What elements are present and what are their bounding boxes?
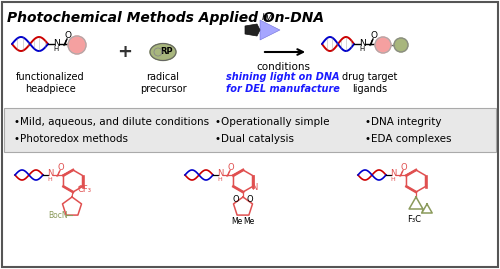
Text: O: O [58, 162, 64, 172]
Text: H: H [218, 177, 222, 182]
Text: CF₃: CF₃ [77, 186, 91, 194]
Text: •Mild, aqueous, and dilute conditions: •Mild, aqueous, and dilute conditions [14, 117, 209, 127]
Text: O: O [64, 30, 71, 40]
Text: N: N [358, 38, 366, 48]
Text: O: O [370, 30, 378, 40]
Text: N: N [217, 169, 223, 179]
Text: •Dual catalysis: •Dual catalysis [215, 134, 294, 144]
Text: F₃C: F₃C [407, 214, 421, 224]
Text: +: + [118, 43, 132, 61]
Text: O: O [400, 162, 407, 172]
Text: Photochemical Methods Applied On-DNA: Photochemical Methods Applied On-DNA [7, 11, 324, 25]
Text: Me: Me [232, 217, 242, 225]
Circle shape [394, 38, 408, 52]
Text: functionalized
headpiece: functionalized headpiece [16, 72, 84, 94]
Text: Me: Me [244, 217, 254, 225]
Text: N: N [52, 38, 60, 48]
Text: hv: hv [262, 13, 272, 23]
Text: O: O [246, 196, 254, 204]
Text: conditions: conditions [256, 62, 310, 72]
Polygon shape [260, 20, 280, 40]
Text: drug target
ligands: drug target ligands [342, 72, 398, 94]
Text: RP: RP [160, 48, 173, 56]
Text: O: O [232, 196, 239, 204]
Text: H: H [54, 46, 59, 52]
Text: O: O [228, 162, 234, 172]
Polygon shape [245, 24, 260, 36]
Text: N: N [252, 183, 258, 192]
Text: radical
precursor: radical precursor [140, 72, 186, 94]
FancyBboxPatch shape [4, 108, 496, 152]
Text: N: N [390, 169, 396, 179]
Ellipse shape [150, 44, 176, 61]
Circle shape [375, 37, 391, 53]
Text: N: N [47, 169, 53, 179]
Text: •Photoredox methods: •Photoredox methods [14, 134, 128, 144]
Text: H: H [390, 177, 396, 182]
Circle shape [68, 36, 86, 54]
Text: •EDA complexes: •EDA complexes [365, 134, 452, 144]
Text: •DNA integrity: •DNA integrity [365, 117, 442, 127]
Text: BocN: BocN [48, 211, 68, 220]
Text: •Operationally simple: •Operationally simple [215, 117, 330, 127]
Text: H: H [360, 46, 364, 52]
Text: H: H [48, 177, 52, 182]
Text: shining light on DNA
for DEL manufacture: shining light on DNA for DEL manufacture [226, 72, 340, 94]
